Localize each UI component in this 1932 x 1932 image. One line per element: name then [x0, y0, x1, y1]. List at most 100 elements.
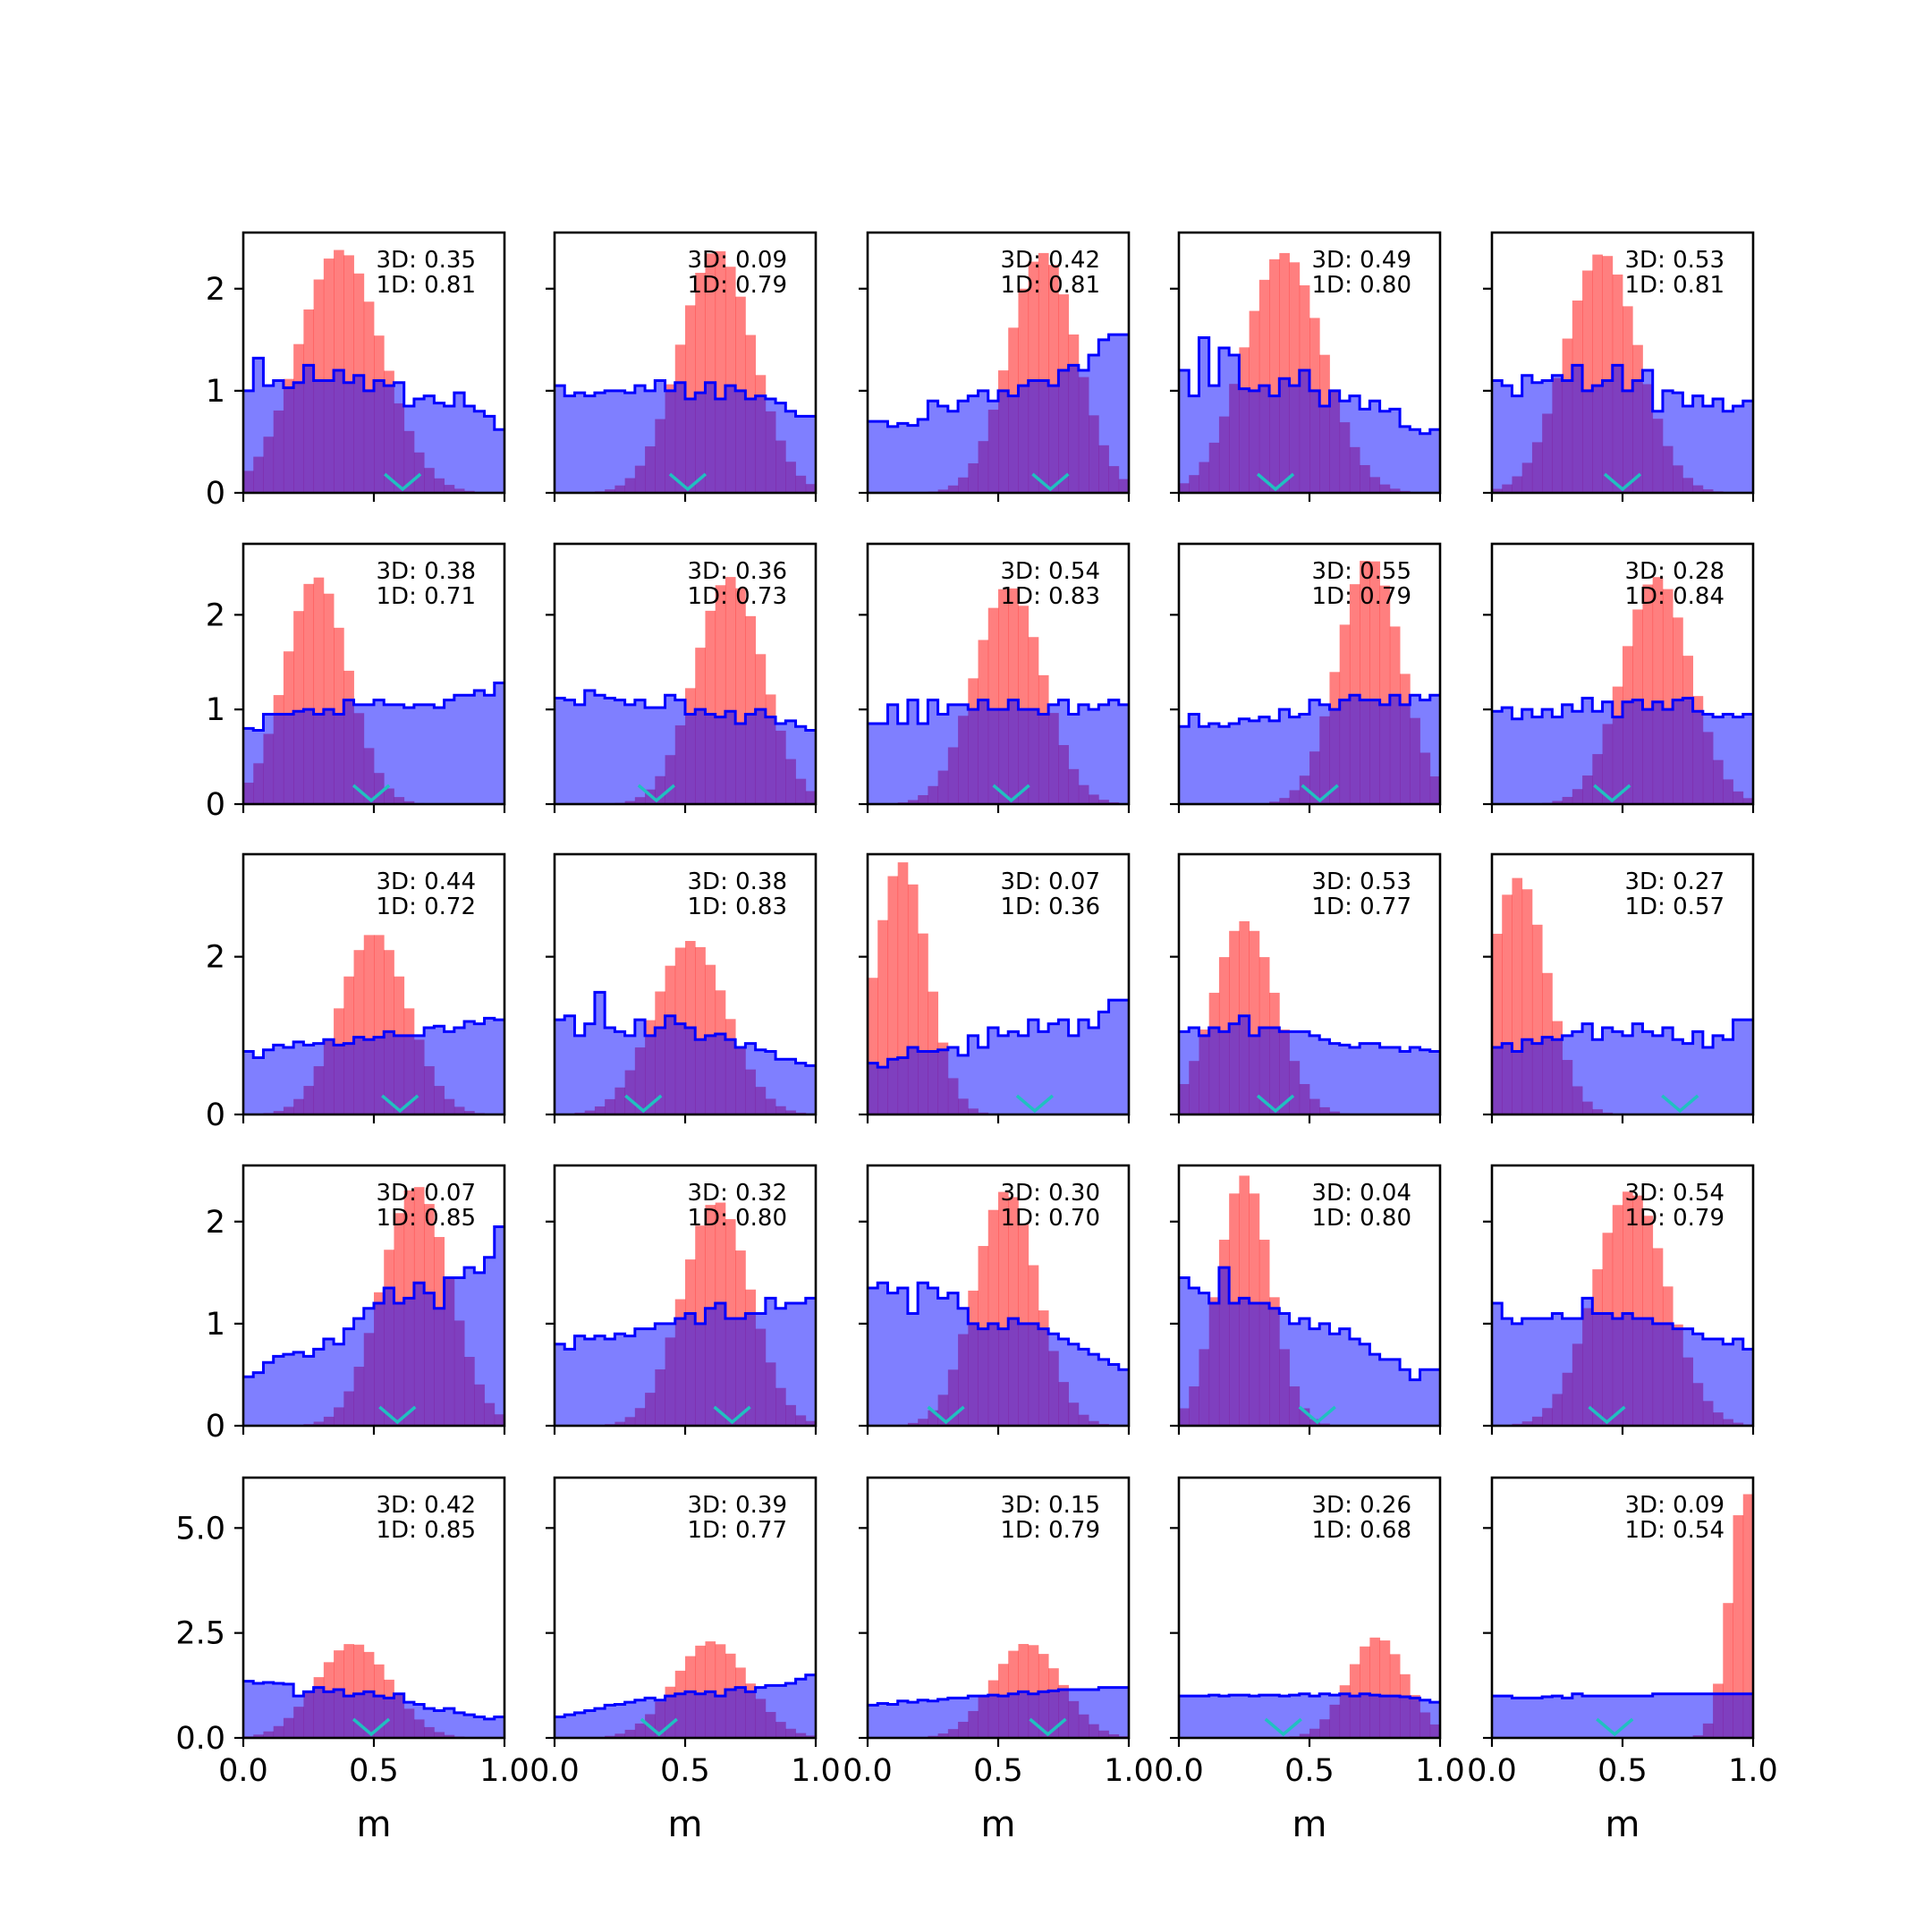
red-histogram-bar [705, 610, 716, 804]
cyan-marker [1593, 784, 1631, 803]
blue-histogram-step [1492, 1296, 1753, 1351]
red-histogram-bar [1632, 1195, 1643, 1426]
red-histogram-bar [987, 1209, 999, 1426]
blue-histogram-fill [243, 1681, 504, 1738]
red-histogram-bar [1531, 924, 1543, 1114]
blue-histogram-step [555, 378, 816, 418]
cyan-marker [640, 1717, 678, 1737]
blue-histogram-step [243, 682, 504, 732]
annotation-1d: 1D: 0.81 [1625, 272, 1724, 299]
annotation-3d: 3D: 0.44 [377, 869, 476, 895]
x-tick-label: 0.5 [660, 1753, 710, 1789]
red-histogram-bar [715, 1644, 726, 1738]
red-histogram-bar [1521, 889, 1533, 1114]
annotation-1d: 1D: 0.68 [1312, 1517, 1411, 1544]
annotation-3d: 3D: 0.07 [377, 1180, 476, 1207]
annotation-3d: 3D: 0.30 [1001, 1180, 1100, 1207]
red-histogram-bar [1592, 254, 1603, 493]
blue-histogram-step [1179, 1014, 1440, 1053]
blue-histogram-step [868, 699, 1129, 725]
annotation-1d: 1D: 0.83 [688, 894, 787, 920]
blue-histogram-step [243, 1016, 504, 1060]
red-histogram-bar [1502, 894, 1513, 1114]
red-histogram-bar [715, 585, 726, 804]
annotation-3d: 3D: 0.28 [1625, 558, 1724, 585]
blue-histogram-step [243, 1224, 504, 1378]
red-histogram-bar [1008, 588, 1019, 804]
red-histogram-bar [323, 258, 335, 493]
y-tick-label: 0 [206, 1409, 225, 1445]
blue-histogram-fill [243, 358, 504, 493]
red-histogram-bar [1249, 930, 1260, 1114]
blue-histogram-fill [1179, 337, 1440, 493]
x-axis-label: m [1606, 1804, 1640, 1845]
cyan-marker [1603, 472, 1642, 492]
red-histogram-bar [987, 607, 999, 804]
cyan-marker [1588, 1405, 1626, 1425]
blue-histogram-fill [1492, 1693, 1753, 1738]
cyan-marker [352, 784, 391, 803]
annotation-1d: 1D: 0.79 [688, 272, 787, 299]
annotation-1d: 1D: 0.70 [1001, 1205, 1100, 1232]
red-histogram-bar [353, 950, 365, 1114]
blue-histogram-step [1179, 1266, 1440, 1382]
red-histogram-bar [1018, 606, 1030, 804]
annotation-1d: 1D: 0.84 [1625, 583, 1724, 610]
red-histogram-bar [887, 876, 899, 1114]
red-histogram-bar [1289, 262, 1301, 493]
annotation-3d: 3D: 0.55 [1312, 558, 1411, 585]
annotation-3d: 3D: 0.32 [688, 1180, 787, 1207]
blue-histogram-fill [555, 691, 816, 804]
annotation-3d: 3D: 0.42 [377, 1492, 476, 1519]
blue-histogram-step [1492, 1018, 1753, 1053]
red-histogram-bar [1602, 256, 1614, 493]
blue-histogram-step [243, 356, 504, 431]
y-tick-label: 5.0 [175, 1511, 225, 1546]
red-histogram-bar [1742, 1494, 1754, 1738]
red-histogram-bar [877, 919, 888, 1114]
blue-histogram-fill [555, 992, 816, 1114]
y-tick-label: 0 [206, 476, 225, 512]
blue-histogram-step [243, 1680, 504, 1721]
red-histogram-bar [1279, 252, 1290, 493]
red-histogram-bar [1369, 561, 1381, 804]
annotation-1d: 1D: 0.85 [377, 1205, 476, 1232]
x-tick-label: 0.5 [1597, 1753, 1648, 1789]
y-tick-label: 2.5 [175, 1616, 225, 1652]
x-tick-label: 1.0 [1415, 1753, 1465, 1789]
red-histogram-bar [1662, 589, 1674, 804]
annotation-1d: 1D: 0.80 [688, 1205, 787, 1232]
cyan-marker [637, 784, 676, 803]
red-histogram-bar [1733, 1515, 1744, 1738]
x-tick-label: 1.0 [791, 1753, 841, 1789]
blue-histogram-step [868, 1686, 1129, 1707]
red-histogram-bar [1379, 585, 1391, 804]
x-tick-label: 0.0 [530, 1753, 580, 1789]
x-tick-label: 0.5 [973, 1753, 1023, 1789]
y-tick-label: 0 [206, 1097, 225, 1133]
cyan-marker [1256, 472, 1295, 492]
blue-histogram-fill [1492, 365, 1753, 493]
annotation-3d: 3D: 0.42 [1001, 247, 1100, 274]
x-axis-label: m [357, 1804, 392, 1845]
red-histogram-bar [1642, 584, 1654, 804]
red-histogram-bar [343, 255, 354, 493]
red-histogram-bar [695, 946, 706, 1114]
red-histogram-bar [907, 884, 919, 1114]
red-histogram-bar [1360, 1646, 1370, 1738]
annotation-1d: 1D: 0.57 [1625, 894, 1724, 920]
annotation-3d: 3D: 0.07 [1001, 869, 1100, 895]
x-tick-label: 0.5 [349, 1753, 399, 1789]
cyan-marker [992, 784, 1030, 803]
red-histogram-bar [1379, 1640, 1391, 1738]
annotation-3d: 3D: 0.09 [1625, 1492, 1724, 1519]
blue-histogram-step [555, 990, 816, 1067]
red-histogram-bar [1008, 1197, 1019, 1426]
blue-histogram-step [1492, 696, 1753, 721]
cyan-marker [1264, 1717, 1302, 1737]
blue-histogram-fill [868, 699, 1129, 804]
annotation-3d: 3D: 0.49 [1312, 247, 1411, 274]
annotation-1d: 1D: 0.72 [377, 894, 476, 920]
x-tick-label: 0.0 [1154, 1753, 1204, 1789]
cyan-marker [668, 472, 708, 492]
